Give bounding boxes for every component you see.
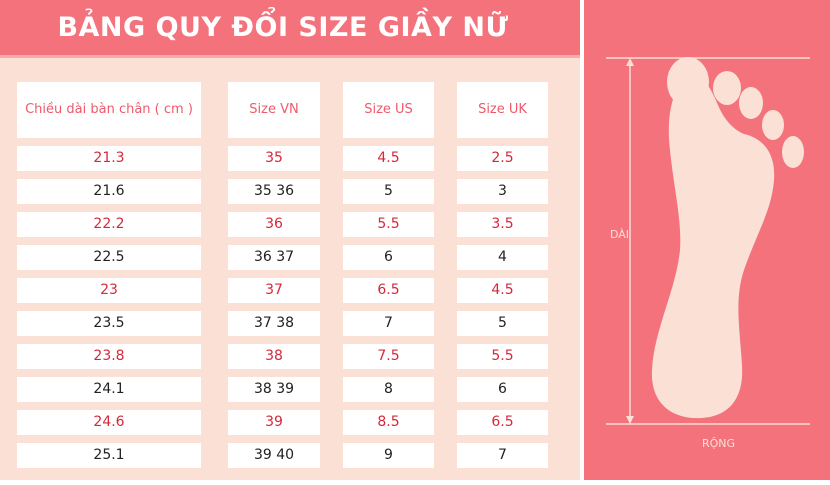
table-cell-us: 5 (343, 179, 434, 204)
panel-divider (580, 0, 584, 480)
table-cell-us: 4.5 (343, 146, 434, 171)
table-cell-length: 21.6 (17, 179, 201, 204)
table-cell-uk: 3.5 (457, 212, 548, 237)
second-toe-shape (713, 71, 741, 105)
table-cell-us: 8.5 (343, 410, 434, 435)
table-cell-vn: 39 (228, 410, 320, 435)
table-cell-uk: 4 (457, 245, 548, 270)
page-title: BẢNG QUY ĐỔI SIZE GIẦY NỮ (57, 12, 509, 43)
length-arrow-top-icon (626, 58, 634, 66)
table-cell-length: 25.1 (17, 443, 201, 468)
table-cell-vn: 38 (228, 344, 320, 369)
foot-sole-shape (651, 76, 775, 419)
header-foot-length: Chiều dài bàn chân ( cm ) (17, 82, 201, 138)
little-toe-shape (782, 136, 804, 168)
table-cell-uk: 3 (457, 179, 548, 204)
foot-diagram: DÀI RỘNG (606, 57, 810, 450)
header-size-us: Size US (343, 82, 434, 138)
table-cell-us: 7 (343, 311, 434, 336)
length-label: DÀI (610, 228, 629, 241)
table-cell-vn: 37 (228, 278, 320, 303)
table-cell-vn: 37 38 (228, 311, 320, 336)
third-toe-shape (739, 87, 763, 119)
table-cell-uk: 5 (457, 311, 548, 336)
width-label: RỘNG (702, 437, 735, 450)
table-cell-us: 7.5 (343, 344, 434, 369)
table-cell-vn: 35 36 (228, 179, 320, 204)
table-cell-uk: 6 (457, 377, 548, 402)
table-cell-length: 23.5 (17, 311, 201, 336)
table-cell-uk: 2.5 (457, 146, 548, 171)
header-size-vn: Size VN (228, 82, 320, 138)
table-cell-length: 22.5 (17, 245, 201, 270)
foot-diagram-panel: DÀI RỘNG (584, 0, 830, 480)
table-cell-us: 6 (343, 245, 434, 270)
table-cell-vn: 36 (228, 212, 320, 237)
table-cell-vn: 35 (228, 146, 320, 171)
big-toe-shape (667, 57, 709, 107)
table-cell-uk: 7 (457, 443, 548, 468)
table-cell-length: 21.3 (17, 146, 201, 171)
table-cell-length: 23.8 (17, 344, 201, 369)
title-bar: BẢNG QUY ĐỔI SIZE GIẦY NỮ (0, 0, 580, 58)
table-cell-uk: 6.5 (457, 410, 548, 435)
table-cell-length: 23 (17, 278, 201, 303)
table-cell-uk: 4.5 (457, 278, 548, 303)
table-cell-vn: 38 39 (228, 377, 320, 402)
size-chart-panel (0, 0, 580, 480)
table-cell-us: 6.5 (343, 278, 434, 303)
table-cell-us: 8 (343, 377, 434, 402)
length-arrow-bottom-icon (626, 416, 634, 424)
table-cell-vn: 36 37 (228, 245, 320, 270)
table-cell-length: 24.1 (17, 377, 201, 402)
table-cell-length: 24.6 (17, 410, 201, 435)
foot-outline-icon (651, 57, 804, 419)
table-cell-us: 9 (343, 443, 434, 468)
table-cell-uk: 5.5 (457, 344, 548, 369)
fourth-toe-shape (762, 110, 784, 140)
table-cell-us: 5.5 (343, 212, 434, 237)
table-cell-vn: 39 40 (228, 443, 320, 468)
header-size-uk: Size UK (457, 82, 548, 138)
table-cell-length: 22.2 (17, 212, 201, 237)
